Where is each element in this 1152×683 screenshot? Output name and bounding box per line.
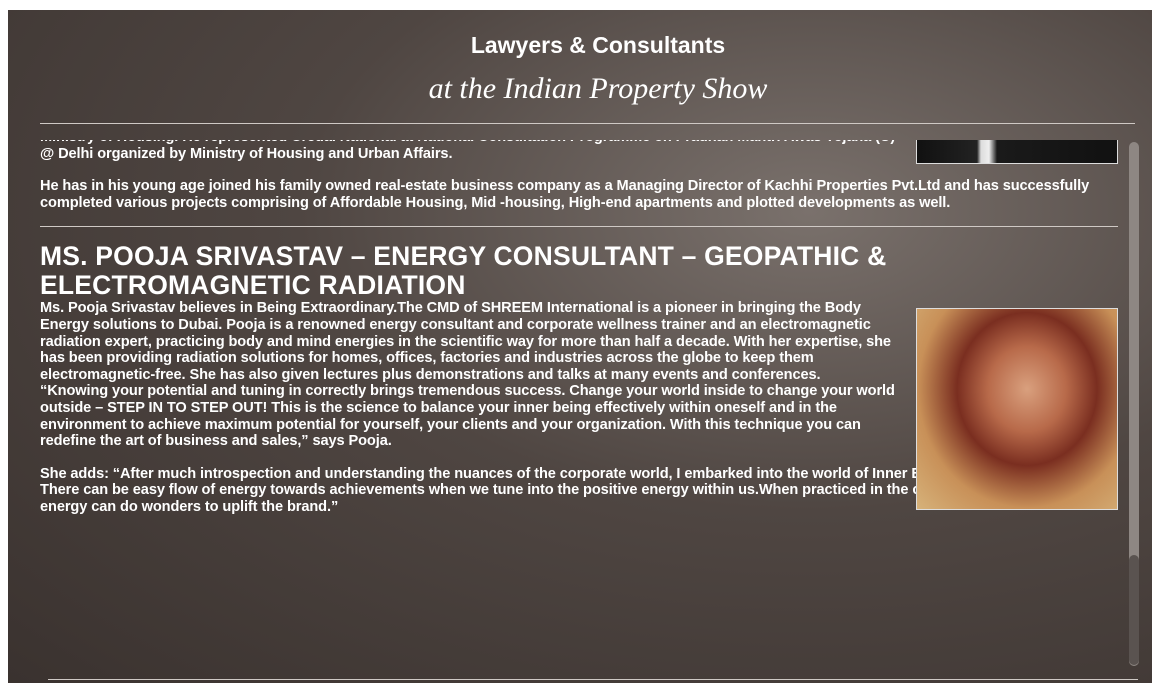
header-title: Lawyers & Consultants [8,32,1152,59]
photo [916,140,1118,164]
footer-divider [48,679,1138,680]
header-subtitle: at the Indian Property Show [8,72,1152,106]
scroll-area[interactable]: Ministry of Housing. He represented Cred… [8,140,1128,675]
paragraph: Ministry of Housing. He represented Cred… [40,140,900,162]
section-heading: MS. POOJA SRIVASTAV – ENERGY CONSULTANT … [40,242,1120,300]
scrollbar-thumb[interactable] [1129,555,1139,665]
page-panel: Lawyers & Consultants at the Indian Prop… [8,10,1152,683]
photo [916,308,1118,510]
paragraph: “Knowing your potential and tuning in co… [40,383,900,449]
paragraph: Ms. Pooja Srivastav believes in Being Ex… [40,300,900,383]
paragraph: He has in his young age joined his famil… [40,178,1120,211]
header-divider [40,123,1135,124]
content: Ministry of Housing. He represented Cred… [40,140,1120,532]
section-divider [40,226,1118,227]
